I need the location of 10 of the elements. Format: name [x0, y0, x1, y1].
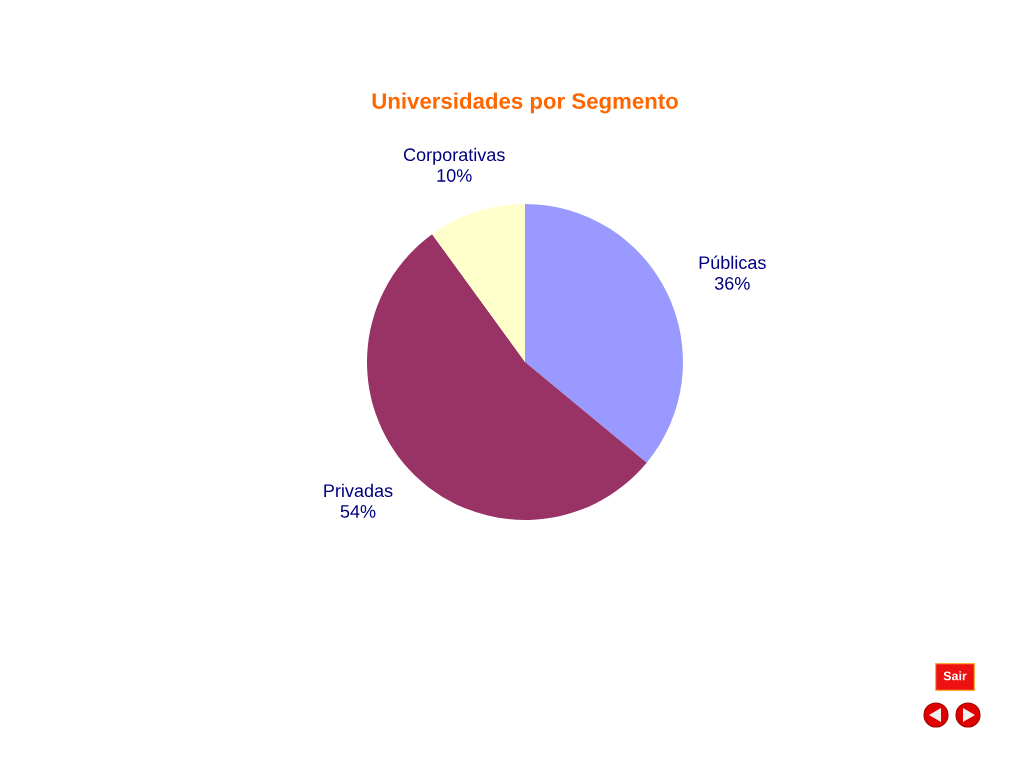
data-label: 36%	[714, 276, 750, 290]
pie-slice	[525, 204, 683, 463]
text: Sair	[943, 671, 967, 681]
slice-label: Privadas	[324, 483, 393, 498]
slice-label: Públicas	[699, 255, 766, 270]
data-label: 10%	[437, 169, 472, 182]
chart-title: Universidades por Segmento	[372, 92, 678, 114]
data-label: 54%	[340, 505, 376, 518]
slice-label: Corporativas	[403, 147, 505, 165]
pie-slice	[432, 204, 525, 362]
